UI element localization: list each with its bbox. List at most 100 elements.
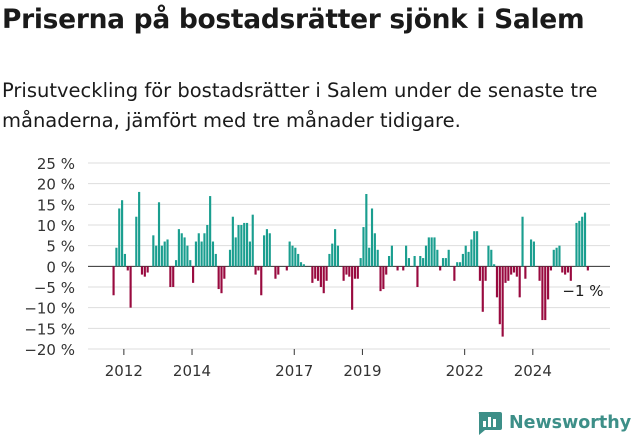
bar <box>524 266 527 279</box>
bar <box>447 249 450 267</box>
bar <box>288 241 291 267</box>
bar <box>248 241 251 267</box>
bar <box>112 266 115 296</box>
bar <box>240 225 243 267</box>
y-axis-labels: 25 % 20 % 15 % 10 % 5 % 0 % −5 % −10 % −15 % −20 … <box>24 155 75 359</box>
bar <box>342 266 345 281</box>
bar <box>203 233 206 267</box>
bar <box>356 266 359 279</box>
bar <box>192 266 195 283</box>
bar <box>407 258 411 267</box>
bar <box>424 245 428 267</box>
bar <box>155 245 158 267</box>
bar <box>302 264 305 267</box>
bar <box>285 266 288 271</box>
y-tick-label: −10 % <box>24 300 75 318</box>
bar <box>518 266 521 298</box>
bar <box>331 243 334 267</box>
bar <box>311 266 314 283</box>
bar <box>413 256 416 267</box>
chart-subtitle: Prisutveckling för bostadsrätter i Salem… <box>2 79 598 132</box>
bar <box>166 239 169 267</box>
bar <box>160 245 163 267</box>
bar <box>467 251 470 267</box>
bar <box>476 231 479 267</box>
bar <box>319 266 322 287</box>
bar <box>274 266 277 279</box>
bar <box>291 245 294 267</box>
y-tick-label: 20 % <box>37 176 75 194</box>
bar <box>419 256 422 267</box>
bar <box>564 266 567 275</box>
bar <box>370 208 374 267</box>
y-tick-label: 10 % <box>37 217 75 235</box>
x-tick-label: 2019 <box>343 362 381 380</box>
bar <box>547 266 550 300</box>
bar <box>163 241 166 267</box>
y-tick-label: 0 % <box>46 258 75 276</box>
x-tick-label: 2014 <box>173 362 211 380</box>
bar <box>552 249 555 267</box>
bar <box>143 266 146 277</box>
bar <box>379 266 382 292</box>
bar <box>325 266 328 281</box>
bar <box>373 233 376 267</box>
bar <box>405 245 408 267</box>
bar <box>510 266 513 275</box>
last-value-label: −1 % <box>562 282 603 300</box>
brand-name: Newsworthy <box>509 413 631 433</box>
bar <box>169 266 172 287</box>
bar <box>194 241 198 267</box>
x-tick-label: 2024 <box>514 362 552 380</box>
bar <box>453 266 456 281</box>
bar <box>223 266 226 279</box>
bar <box>254 266 257 275</box>
bar <box>129 266 132 308</box>
bar <box>183 237 186 267</box>
bar <box>245 222 249 267</box>
x-axis: 2012 2014 2017 2019 2022 2024 <box>105 349 552 380</box>
bar <box>387 256 391 267</box>
bar <box>456 262 459 267</box>
bar <box>294 247 297 267</box>
bar <box>197 233 200 267</box>
bar <box>368 247 371 267</box>
bar <box>314 266 317 279</box>
bar <box>385 266 388 275</box>
bar <box>123 253 127 267</box>
bar <box>555 247 558 267</box>
bar <box>265 229 269 267</box>
bar <box>177 229 180 267</box>
y-tick-label: 15 % <box>37 196 75 214</box>
bar <box>214 253 217 267</box>
bar <box>189 260 192 267</box>
bar <box>209 196 212 267</box>
x-tick-label: 2012 <box>105 362 143 380</box>
bar <box>422 258 425 267</box>
bar <box>260 266 263 296</box>
bar <box>322 266 325 294</box>
x-tick-label: 2017 <box>275 362 313 380</box>
bar <box>583 212 587 267</box>
bar <box>126 266 129 271</box>
bar <box>118 208 121 267</box>
bar <box>268 233 271 267</box>
bar <box>316 266 320 281</box>
bar <box>336 245 340 267</box>
bar <box>345 266 348 275</box>
bar <box>512 266 516 273</box>
bar <box>493 264 496 267</box>
bar <box>478 266 482 281</box>
bar <box>353 266 357 279</box>
bar <box>515 266 518 277</box>
bar <box>501 266 504 337</box>
bar <box>529 239 533 267</box>
bar <box>231 216 234 267</box>
bar <box>362 227 365 267</box>
bar <box>532 241 535 267</box>
bar <box>481 266 484 312</box>
x-tick-label: 2022 <box>446 362 484 380</box>
bar <box>220 266 223 294</box>
bar <box>495 266 499 298</box>
